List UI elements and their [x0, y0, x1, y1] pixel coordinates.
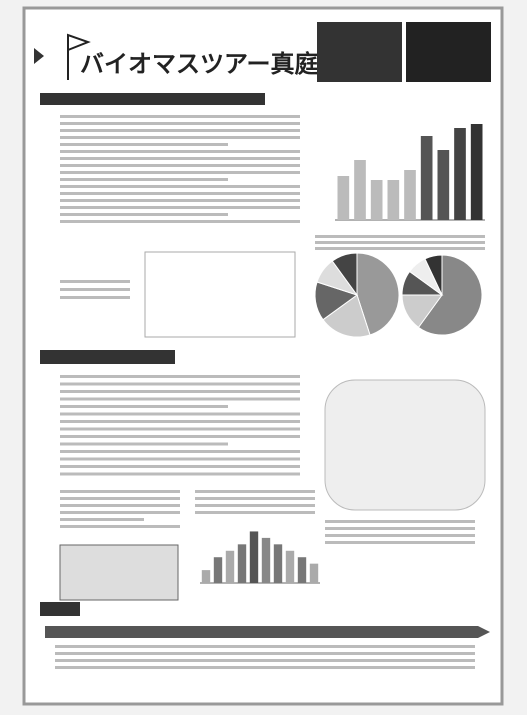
- text-line: [60, 143, 228, 146]
- text-line: [60, 136, 300, 139]
- text-line: [60, 129, 300, 132]
- text-line: [60, 171, 300, 174]
- text-line: [60, 390, 300, 393]
- text-line: [60, 220, 300, 223]
- text-line: [60, 518, 144, 521]
- text-line: [315, 235, 485, 238]
- text-line: [60, 206, 300, 209]
- bar: [286, 551, 294, 583]
- text-line: [315, 247, 485, 250]
- text-line: [60, 511, 180, 514]
- text-line: [195, 490, 315, 493]
- text-line: [60, 199, 300, 202]
- text-line: [325, 541, 475, 544]
- text-line: [60, 525, 180, 528]
- text-line: [60, 435, 300, 438]
- text-line: [55, 645, 475, 648]
- bar: [250, 531, 258, 583]
- text-line: [60, 490, 180, 493]
- bar: [354, 160, 366, 220]
- photo: [317, 22, 402, 82]
- text-line: [60, 497, 180, 500]
- text-line: [60, 405, 228, 408]
- section-header: [40, 602, 80, 616]
- text-line: [60, 375, 300, 378]
- text-line: [60, 413, 300, 416]
- text-line: [60, 185, 300, 188]
- text-line: [60, 398, 300, 401]
- bar: [438, 150, 450, 220]
- text-line: [60, 288, 130, 291]
- diagram: [325, 380, 485, 510]
- bar: [404, 170, 416, 220]
- text-line: [60, 115, 300, 118]
- bar: [388, 180, 400, 220]
- text-line: [325, 520, 475, 523]
- table: [60, 545, 178, 600]
- text-line: [195, 511, 315, 514]
- bar: [262, 538, 270, 583]
- text-line: [60, 443, 228, 446]
- text-line: [60, 150, 300, 153]
- text-line: [60, 192, 300, 195]
- text-line: [195, 504, 315, 507]
- text-line: [60, 383, 300, 386]
- bar: [298, 557, 306, 583]
- text-line: [325, 534, 475, 537]
- text-line: [60, 465, 300, 468]
- photo: [406, 22, 491, 82]
- text-line: [60, 122, 300, 125]
- bar: [238, 544, 246, 583]
- bar: [421, 136, 433, 220]
- text-line: [60, 213, 228, 216]
- text-line: [60, 178, 228, 181]
- timeline-arrow: [45, 626, 490, 638]
- bar: [338, 176, 350, 220]
- bar: [454, 128, 466, 220]
- bar: [371, 180, 383, 220]
- bar: [214, 557, 222, 583]
- section-header: [40, 350, 175, 364]
- bar: [310, 564, 318, 583]
- text-line: [325, 527, 475, 530]
- text-line: [60, 296, 130, 299]
- text-line: [55, 659, 475, 662]
- text-line: [60, 450, 300, 453]
- text-line: [55, 666, 475, 669]
- bar: [226, 551, 234, 583]
- text-line: [60, 420, 300, 423]
- text-line: [60, 458, 300, 461]
- text-line: [55, 652, 475, 655]
- bar: [471, 124, 483, 220]
- text-line: [60, 280, 130, 283]
- text-line: [60, 504, 180, 507]
- text-line: [315, 241, 485, 244]
- text-line: [195, 497, 315, 500]
- page: バイオマスツアー真庭 (() => { const data = JSON.pa…: [0, 0, 527, 715]
- bar: [202, 570, 210, 583]
- text-line: [60, 473, 300, 476]
- bar: [274, 544, 282, 583]
- text-line: [60, 428, 300, 431]
- text-line: [60, 164, 300, 167]
- text-line: [60, 157, 300, 160]
- poster: バイオマスツアー真庭: [0, 0, 527, 715]
- section-header: [40, 93, 265, 105]
- title: バイオマスツアー真庭: [80, 50, 319, 78]
